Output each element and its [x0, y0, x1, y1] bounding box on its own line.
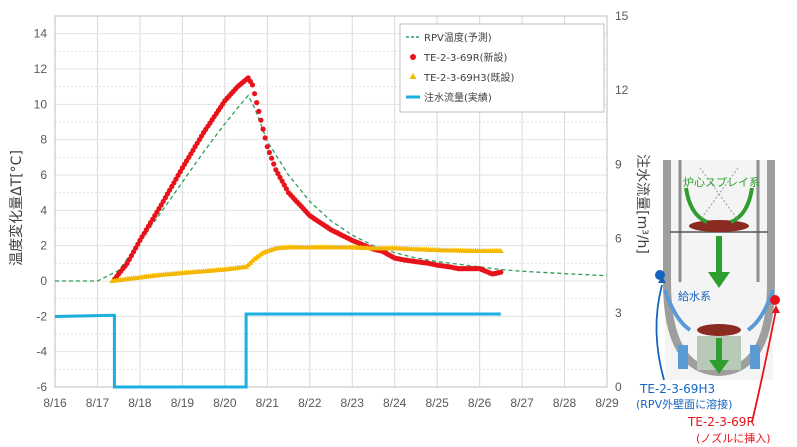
y-left-axis-title: 温度変化量ΔT[°C] [8, 150, 25, 266]
legend-marker-te69r [410, 54, 416, 60]
legend: RPV温度(予測) TE-2-3-69R(新設) TE-2-3-69H3(既設)… [399, 23, 605, 113]
x-tick-label: 8/20 [213, 396, 237, 410]
sensor-h3-note: (RPV外壁面に溶接) [636, 397, 732, 411]
spray-cone-line-2 [699, 167, 739, 221]
core-arrow-down-icon [709, 360, 729, 374]
downcomer-left [678, 345, 688, 369]
spray-label: 炉心スプレイ系 [683, 176, 760, 189]
data-point [497, 247, 504, 253]
y-left-tick-label: 2 [40, 239, 47, 253]
sensor-h3-arrow-icon [658, 276, 666, 283]
data-point [252, 91, 258, 97]
y-right-tick-label: 6 [615, 232, 622, 246]
y-left-tick-label: -6 [36, 380, 47, 394]
series-layer [54, 75, 608, 389]
data-point [283, 186, 289, 192]
flow-arrow-down-icon [708, 272, 730, 288]
y-left-tick-label: -4 [36, 345, 47, 359]
legend-marker-te69h3 [409, 73, 417, 79]
sensor-r-note: (ノズルに挿入) [696, 431, 771, 445]
sensor-r-dot [770, 295, 780, 305]
x-tick-label: 8/17 [86, 396, 110, 410]
legend-label-flow: 注水流量(実績) [424, 91, 492, 104]
downcomer-right [750, 345, 760, 369]
y-right-tick-label: 12 [615, 83, 629, 97]
sensor-r-leader [751, 309, 777, 423]
feed-arrow-right [746, 289, 775, 332]
series-line-0 [55, 94, 608, 282]
y-left-tick-label: 10 [34, 97, 48, 111]
y-left-tick-label: 6 [40, 168, 47, 182]
feed-arrow-left [663, 289, 692, 332]
data-point [266, 149, 272, 156]
series-line-3 [54, 312, 501, 389]
data-point [249, 82, 255, 88]
feedwater-label: 給水系 [678, 289, 711, 303]
data-point [269, 155, 275, 161]
y-left-tick-label: 8 [40, 133, 47, 147]
legend-label-rpv: RPV温度(予測) [424, 31, 492, 44]
data-point [254, 100, 260, 106]
y-right-tick-label: 9 [615, 157, 622, 171]
x-tick-label: 8/26 [468, 396, 492, 410]
legend-box [399, 23, 605, 113]
data-point [275, 170, 281, 177]
data-point [175, 172, 181, 178]
sensor-h3-dot [655, 270, 665, 280]
legend-label-te69r: TE-2-3-69R(新設) [423, 51, 508, 64]
y-right-tick-label: 15 [615, 9, 629, 23]
plot-frame [54, 15, 608, 388]
data-point [498, 269, 504, 275]
sensor-r-label: TE-2-3-69R [687, 415, 755, 429]
data-point [271, 161, 277, 167]
reactor-diagram: 炉心スプレイ系 給水系 TE-2-3-69H3 (RPV外壁面に溶接) TE-2… [636, 160, 780, 445]
x-tick-label: 8/21 [256, 396, 280, 410]
legend-label-te69h3: TE-2-3-69H3(既設) [423, 71, 514, 84]
sensor-h3-label: TE-2-3-69H3 [639, 382, 715, 396]
x-tick-label: 8/28 [553, 396, 577, 410]
spray-sparger [689, 220, 749, 232]
data-point [124, 260, 130, 266]
data-point [128, 253, 134, 259]
y-left-tick-label: -2 [36, 309, 47, 323]
data-point [264, 144, 270, 150]
data-point [258, 117, 264, 123]
spray-arrow-right [730, 187, 754, 224]
data-point [281, 182, 287, 188]
data-point [277, 174, 283, 180]
data-point [126, 256, 132, 263]
x-tick-label: 8/25 [425, 396, 449, 410]
data-point [273, 167, 279, 173]
x-tick-label: 8/16 [43, 396, 67, 410]
y-right-axis-title: 注水流量[m³/h] [634, 154, 650, 254]
y-right-tick-label: 3 [615, 306, 622, 320]
y-left-tick-label: 4 [40, 203, 47, 217]
x-tick-label: 8/24 [383, 396, 407, 410]
data-point [135, 241, 141, 247]
sensor-r-arrow-icon [772, 305, 780, 313]
y-left-tick-label: 12 [34, 62, 48, 76]
sensor-h3-leader [655, 284, 665, 381]
x-tick-label: 8/29 [595, 396, 619, 410]
x-tick-label: 8/19 [171, 396, 195, 410]
y-left-tick-label: 14 [34, 27, 48, 41]
data-point [279, 178, 285, 184]
data-point [262, 135, 268, 141]
x-tick-label: 8/23 [341, 396, 365, 410]
lower-sparger [697, 324, 741, 336]
x-tick-label: 8/18 [128, 396, 152, 410]
data-point [260, 126, 266, 132]
x-tick-label: 8/27 [510, 396, 534, 410]
spray-arrow-left [684, 187, 708, 224]
y-right-tick-label: 0 [615, 380, 622, 394]
data-point [256, 108, 262, 114]
y-left-tick-label: 0 [40, 274, 47, 288]
data-point [133, 245, 139, 251]
x-tick-label: 8/22 [298, 396, 322, 410]
data-point [131, 249, 137, 255]
axes: 8/16 8/17 8/18 8/19 8/20 8/21 8/22 8/23 8/24 8/25… [34, 9, 629, 410]
shroud-wall [678, 160, 760, 282]
